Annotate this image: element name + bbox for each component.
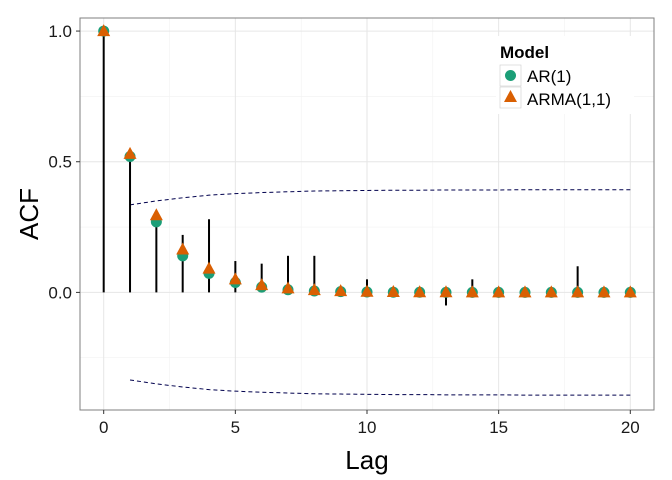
y-tick-label: 1.0 <box>48 22 72 41</box>
point-arma11 <box>176 242 190 255</box>
x-axis-title: Lag <box>345 445 388 475</box>
point-arma11 <box>202 261 216 274</box>
model-points <box>97 24 637 298</box>
point-arma11 <box>439 285 453 298</box>
point-arma11 <box>386 285 400 298</box>
legend-title: Model <box>500 43 549 62</box>
point-arma11 <box>544 285 558 298</box>
point-arma11 <box>623 285 637 298</box>
x-tick-label: 0 <box>99 418 108 437</box>
point-arma11 <box>97 24 111 37</box>
legend: Model AR(1) ARMA(1,1) <box>496 36 634 114</box>
point-arma11 <box>281 281 295 294</box>
y-tick-label: 0.0 <box>48 283 72 302</box>
y-tick-label: 0.5 <box>48 153 72 172</box>
x-tick-label: 15 <box>489 418 508 437</box>
point-arma11 <box>149 208 163 221</box>
point-arma11 <box>597 285 611 298</box>
point-arma11 <box>413 285 427 298</box>
point-arma11 <box>228 272 242 285</box>
point-arma11 <box>307 283 321 296</box>
point-arma11 <box>571 285 585 298</box>
legend-label-arma: ARMA(1,1) <box>527 90 611 109</box>
x-tick-label: 20 <box>621 418 640 437</box>
legend-key-triangle-icon <box>504 90 517 102</box>
point-arma11 <box>492 285 506 298</box>
x-tick-label: 5 <box>231 418 240 437</box>
point-arma11 <box>360 284 374 297</box>
legend-label-ar: AR(1) <box>527 67 571 86</box>
y-axis-title: ACF <box>14 188 44 240</box>
x-tick-label: 10 <box>358 418 377 437</box>
point-arma11 <box>334 284 348 297</box>
axis-ticks: 0 5 10 15 20 0.0 0.5 1.0 <box>48 22 639 437</box>
point-arma11 <box>465 285 479 298</box>
point-arma11 <box>518 285 532 298</box>
point-arma11 <box>255 278 269 291</box>
point-arma11 <box>123 146 137 159</box>
legend-key-circle-icon <box>505 70 516 81</box>
